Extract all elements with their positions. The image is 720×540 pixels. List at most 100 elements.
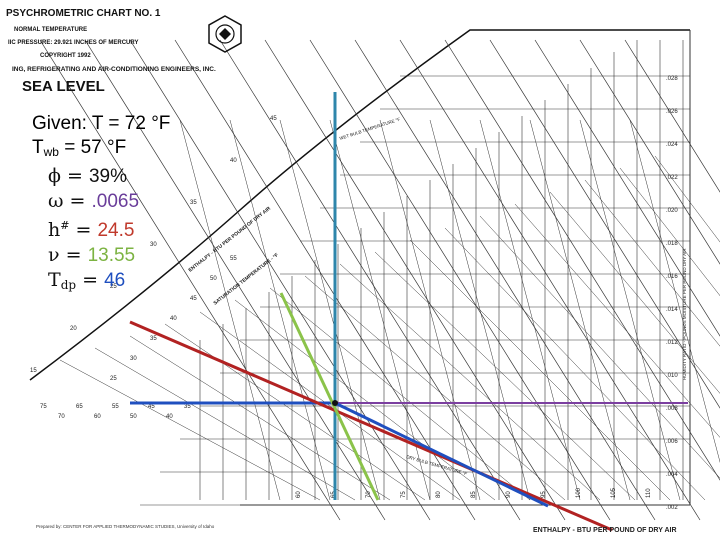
humidity-tick-label: .028	[666, 76, 678, 82]
header-line-2: IIC PRESSURE: 29.921 INCHES OF MERCURY	[8, 40, 139, 46]
enthalpy-grid-line	[489, 39, 720, 409]
humidity-tick-label: .018	[666, 241, 678, 247]
state-point	[332, 400, 338, 406]
wet-bulb-grid-line	[654, 155, 720, 243]
left-tick-label: 50	[130, 414, 137, 420]
sea-level-label: SEA LEVEL	[22, 78, 105, 95]
chart-title: PSYCHROMETRIC CHART NO. 1	[6, 8, 161, 19]
dry-bulb-tick-label: 75	[401, 491, 407, 498]
volume-grid-line	[429, 119, 531, 501]
saturation-tick-label: 25	[110, 376, 117, 382]
enthalpy-tick-label: 45	[270, 116, 277, 122]
enthalpy-grid-line	[39, 39, 341, 521]
enthalpy-grid-line	[534, 39, 720, 337]
dry-bulb-tick-label: 105	[611, 487, 617, 498]
humidity-tick-label: .002	[666, 505, 678, 511]
header-line-1: NORMAL TEMPERATURE	[14, 27, 88, 33]
wet-bulb-grid-line	[129, 335, 391, 501]
dry-bulb-tick-label: 110	[646, 488, 652, 498]
enthalpy-tick-label: 15	[30, 368, 37, 374]
humidity-tick-label: .008	[666, 406, 678, 412]
humidity-tick-label: .024	[666, 142, 678, 148]
left-tick-label: 65	[76, 404, 83, 410]
enthalpy-grid-line	[444, 39, 720, 481]
chart-tick-labels: .028 .026 .024 .022 .020 .018 .016 .014 .012 .010…	[30, 76, 678, 511]
left-tick-label: 40	[166, 414, 173, 420]
saturation-curve	[29, 29, 690, 381]
wet-bulb-grid-line	[409, 239, 671, 501]
specific-volume-line	[279, 292, 380, 501]
left-tick-label: 60	[94, 414, 101, 420]
wet-bulb-grid-line	[59, 359, 321, 501]
enthalpy-grid-line	[579, 39, 720, 265]
wet-bulb-grid-line	[234, 299, 496, 501]
humidity-tick-label: .010	[666, 373, 678, 379]
left-tick-label: 55	[112, 404, 119, 410]
enthalpy-grid-line	[219, 39, 521, 521]
enthalpy-grid-line	[309, 39, 611, 521]
enthalpy-grid-line	[624, 39, 720, 193]
left-tick-label: 35	[184, 404, 191, 410]
humidity-tick-label: .020	[666, 208, 678, 214]
volume-grid-line	[279, 119, 381, 501]
saturation-tick-label: 55	[230, 256, 237, 262]
saturation-tick-label: 35	[150, 336, 157, 342]
wet-bulb-grid-line	[549, 191, 720, 394]
given-label: Given	[32, 113, 82, 134]
enthalpy-grid-line	[354, 39, 656, 521]
footer-enthalpy-label: ENTHALPY - BTU PER POUND OF DRY AIR	[533, 527, 677, 534]
wet-bulb-grid-line	[444, 227, 706, 501]
wet-bulb-grid-line	[164, 323, 426, 501]
dry-bulb-tick-label: 60	[296, 491, 302, 498]
dry-bulb-tick-label: 85	[471, 491, 477, 498]
enthalpy-tick-label: 20	[70, 326, 77, 332]
volume-grid-line	[179, 119, 281, 501]
volume-grid-line	[479, 119, 581, 501]
wet-bulb-grid-line	[94, 347, 356, 501]
humidity-tick-label: .006	[666, 439, 678, 445]
humidity-tick-label: .016	[666, 274, 678, 280]
dry-bulb-tick-label: 70	[366, 491, 372, 498]
dry-bulb-tick-label: 80	[436, 491, 442, 498]
left-tick-label: 70	[58, 414, 65, 420]
humidity-tick-label: .022	[666, 175, 678, 181]
given-dry-bulb: T = 72 °F	[91, 113, 171, 134]
left-tick-label: 45	[148, 404, 155, 410]
ashrae-logo	[208, 15, 242, 53]
humidity-tick-label: .026	[666, 109, 678, 115]
given-specific-volume: ν = 13.55	[48, 244, 136, 266]
wet-bulb-line	[334, 401, 549, 508]
header-line-4: ING, REFRIGERATING AND AIR-CONDITIONING …	[12, 66, 216, 73]
given-temperature: Given: T = 72 °F	[32, 113, 171, 134]
dry-bulb-tick-label: 90	[506, 491, 512, 498]
given-humidity-ratio: ω = .0065	[48, 190, 140, 212]
given-dew-point: Tdp = 46	[48, 269, 126, 292]
enthalpy-grid-line	[174, 39, 476, 521]
wet-bulb-grid-line	[304, 275, 566, 501]
given-wet-bulb: Twb = 57 °F	[32, 137, 127, 159]
enthalpy-tick-label: 35	[190, 200, 197, 206]
volume-grid-line	[529, 119, 631, 501]
wet-bulb-grid-line	[269, 287, 531, 501]
enthalpy-tick-label: 25	[110, 284, 117, 290]
volume-grid-line	[629, 119, 720, 463]
volume-grid-line	[579, 119, 681, 501]
volume-grid-line	[229, 119, 331, 501]
enthalpy-tick-label: 30	[150, 242, 157, 248]
humidity-tick-label: .004	[666, 472, 678, 478]
dry-bulb-tick-label: 95	[541, 491, 547, 498]
wet-bulb-grid-line	[619, 167, 720, 297]
wet-bulb-grid-line	[374, 251, 636, 501]
wet-bulb-grid-line	[584, 179, 720, 347]
given-enthalpy: h# = 24.5	[48, 219, 135, 241]
chart-overlay-lines	[129, 92, 688, 532]
wet-bulb-grid-line	[479, 215, 720, 479]
wet-bulb-grid-line	[339, 263, 601, 501]
volume-grid-line	[379, 119, 481, 501]
enthalpy-tick-label: 40	[230, 158, 237, 164]
header-line-3: COPYRIGHT 1992	[40, 53, 91, 59]
humidity-tick-label: .014	[666, 307, 678, 313]
given-relative-humidity: ϕ = 39%	[48, 165, 127, 187]
left-tick-label: 75	[40, 404, 47, 410]
